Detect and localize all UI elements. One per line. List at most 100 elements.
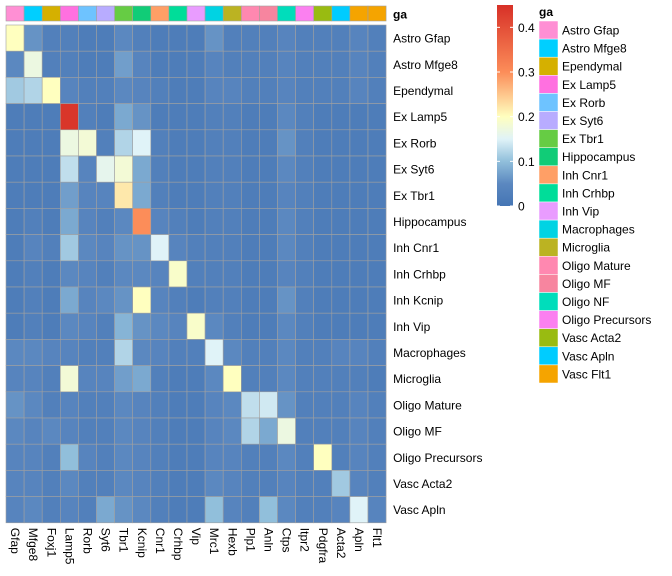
heatmap-cell <box>367 103 387 131</box>
heatmap-cell <box>367 496 387 524</box>
column-label: Itpr2 <box>298 528 312 552</box>
heatmap-cell <box>114 24 133 52</box>
heatmap-cell <box>313 129 333 157</box>
column-label: Mrc1 <box>207 528 221 555</box>
heatmap-cell <box>313 312 333 340</box>
heatmap-cell <box>313 365 333 393</box>
heatmap-cell <box>186 24 206 52</box>
heatmap-cell <box>349 417 369 445</box>
legend-label: Ex Syt6 <box>562 114 604 128</box>
heatmap-cell <box>59 129 79 157</box>
annotation-cell <box>367 5 387 22</box>
heatmap-cell <box>132 77 152 104</box>
legend-label: Ex Rorb <box>562 96 606 110</box>
column-label: Mfge8 <box>26 528 40 562</box>
row-label: Inh Vip <box>393 320 430 334</box>
heatmap-cell <box>367 391 387 419</box>
column-label: Flt1 <box>370 528 384 548</box>
heatmap-cell <box>241 339 260 366</box>
heatmap-cell <box>349 50 369 78</box>
heatmap-cell <box>313 77 333 104</box>
column-label: Ctps <box>280 528 294 553</box>
heatmap-cell <box>222 103 242 131</box>
row-label: Inh Kcnip <box>393 294 443 308</box>
heatmap-cell <box>331 208 351 235</box>
annotation-cell <box>168 5 188 22</box>
heatmap-cell <box>23 496 43 524</box>
heatmap-cell <box>331 443 351 471</box>
heatmap-cell <box>367 417 387 445</box>
heatmap-cell <box>295 443 315 471</box>
heatmap-cell <box>331 155 351 183</box>
heatmap-cell <box>96 312 115 340</box>
legend-swatch <box>538 256 559 275</box>
heatmap-cell <box>5 443 25 471</box>
heatmap-cell <box>313 286 333 314</box>
heatmap-cell <box>96 77 115 104</box>
heatmap-cell <box>59 312 79 340</box>
heatmap-cell <box>259 208 278 235</box>
column-label: Pdgfra <box>316 528 330 564</box>
heatmap-cell <box>5 234 25 262</box>
heatmap-cell <box>59 103 79 131</box>
heatmap-cell <box>5 312 25 340</box>
heatmap-cell <box>59 234 79 262</box>
heatmap-cell <box>222 234 242 262</box>
heatmap-cell <box>114 234 133 262</box>
heatmap-cell <box>23 443 43 471</box>
legend-label: Oligo Mature <box>562 259 631 273</box>
heatmap-cell <box>168 234 188 262</box>
heatmap-cell <box>59 24 79 52</box>
heatmap-cell <box>277 103 296 131</box>
heatmap-cell <box>114 417 133 445</box>
heatmap-cell <box>150 260 170 288</box>
heatmap-cell <box>241 24 260 52</box>
heatmap-cell <box>367 77 387 104</box>
heatmap-cell <box>259 286 278 314</box>
heatmap-cell <box>132 470 152 497</box>
heatmap-cell <box>168 129 188 157</box>
heatmap-cell <box>204 24 224 52</box>
row-label: Oligo MF <box>393 425 442 439</box>
column-label: Anln <box>261 528 275 552</box>
heatmap-cell <box>349 103 369 131</box>
heatmap-cell <box>96 496 115 524</box>
color-scale-bar <box>497 5 513 206</box>
heatmap-cell <box>313 208 333 235</box>
heatmap-cell <box>277 208 296 235</box>
color-scale-ticks: 0 0.1 0.2 0.3 0.4 <box>497 21 535 214</box>
heatmap-cell <box>222 50 242 78</box>
heatmap-cell <box>96 339 115 366</box>
heatmap-cell <box>295 417 315 445</box>
column-label: Acta2 <box>334 528 348 559</box>
column-label: Cnr1 <box>153 528 167 554</box>
heatmap-cell <box>150 312 170 340</box>
heatmap-cell <box>241 496 260 524</box>
column-labels: Gfap Mfge8 Foxj1 Lamp5 Rorb Syt6 Tbr1 Kcnip Cnr1… <box>8 528 384 565</box>
heatmap-cell <box>96 103 115 131</box>
heatmap-cell <box>186 286 206 314</box>
heatmap-cell <box>41 470 61 497</box>
heatmap-cell <box>259 417 278 445</box>
annotation-cell <box>96 5 115 22</box>
heatmap-cell <box>114 496 133 524</box>
row-label: Oligo Precursors <box>393 451 482 465</box>
legend-label: Ex Tbr1 <box>562 132 604 146</box>
heatmap-cell <box>367 24 387 52</box>
heatmap-cell <box>349 365 369 393</box>
heatmap-cell <box>367 129 387 157</box>
heatmap-cell <box>150 181 170 209</box>
heatmap-cell <box>5 470 25 497</box>
heatmap-cell <box>295 312 315 340</box>
heatmap-cell <box>295 208 315 235</box>
legend-swatch <box>538 129 559 148</box>
legend-swatch <box>538 310 559 329</box>
heatmap-cell <box>150 339 170 366</box>
heatmap-cell <box>295 129 315 157</box>
heatmap-cell <box>259 24 278 52</box>
heatmap-cell <box>241 391 260 419</box>
heatmap-cell <box>349 286 369 314</box>
heatmap-cell <box>222 24 242 52</box>
heatmap-cell <box>96 50 115 78</box>
annotation-cell <box>59 5 79 22</box>
